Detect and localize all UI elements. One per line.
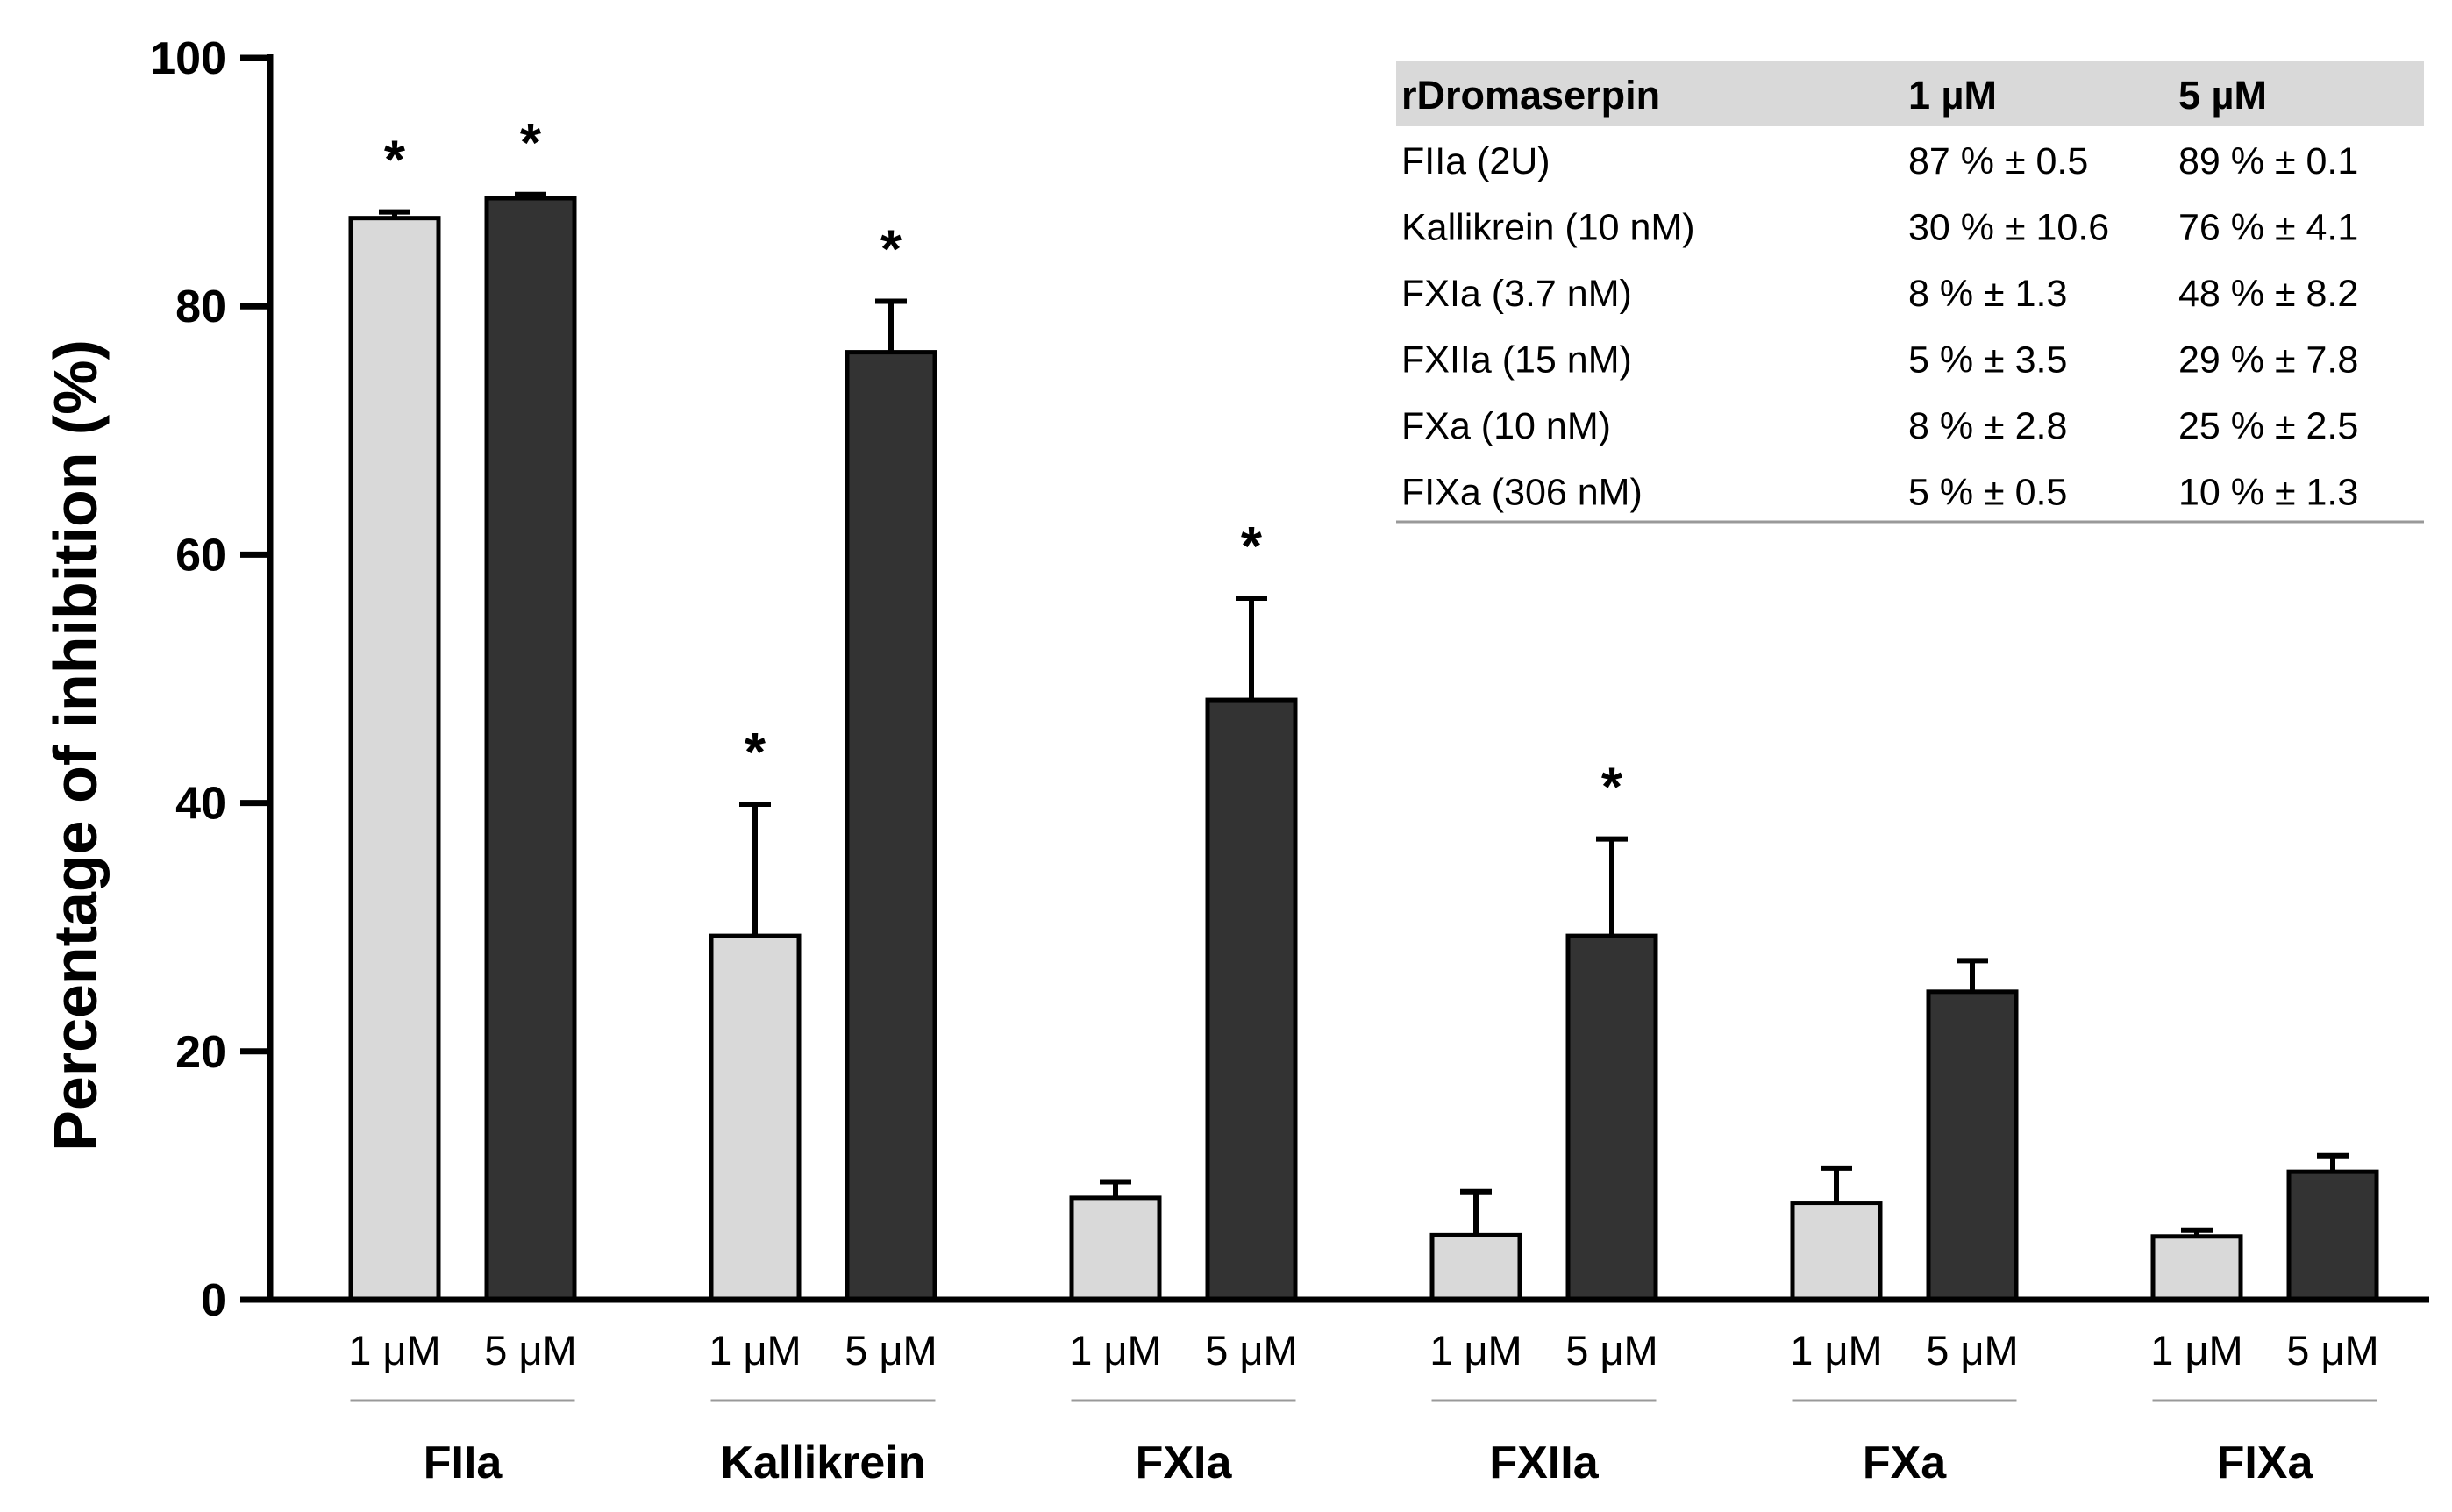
x-axis: 1 μM 5 μM FIIa 1 μM 5 μM Kallikrein 1 μM 5 μM FX… xyxy=(267,1296,2429,1488)
y-tick-label: 60 xyxy=(175,530,226,581)
table-cell: 30 % ± 10.6 xyxy=(1908,207,2109,249)
table-cell: Kallikrein (10 nM) xyxy=(1401,207,1695,249)
x-condition-label: 5 μM xyxy=(484,1327,576,1373)
x-condition-label: 5 μM xyxy=(2286,1327,2378,1373)
y-tick-label: 0 xyxy=(201,1275,226,1326)
x-condition-label: 1 μM xyxy=(1790,1327,1882,1373)
table-cell: FXIIa (15 nM) xyxy=(1401,339,1632,382)
bar xyxy=(484,196,577,1302)
y-tick-label: 40 xyxy=(175,779,226,830)
table-cell: 87 % ± 0.5 xyxy=(1908,140,2088,182)
table-cell: FIXa (306 nM) xyxy=(1401,472,1643,514)
x-condition-label: 1 μM xyxy=(1069,1327,1161,1373)
y-axis: 0 20 40 60 80 100 xyxy=(150,33,274,1326)
y-tick-label: 100 xyxy=(150,33,226,84)
significance-marker: * xyxy=(880,220,902,281)
table-cell: 25 % ± 2.5 xyxy=(2178,405,2358,447)
table-cell: FXa (10 nM) xyxy=(1401,405,1611,447)
table-cell: 8 % ± 2.8 xyxy=(1908,405,2067,447)
x-condition-label: 1 μM xyxy=(709,1327,801,1373)
bar xyxy=(2150,1234,2243,1302)
bar xyxy=(1069,1195,1162,1302)
bar xyxy=(845,350,937,1302)
x-condition-label: 5 μM xyxy=(1926,1327,2018,1373)
inset-table: rDromaserpin 1 µM 5 µM FIIa (2U) 87 % ± 0.5 8… xyxy=(1396,61,2424,524)
bar xyxy=(1565,933,1658,1302)
x-condition-label: 1 μM xyxy=(348,1327,440,1373)
table-cell: FIIa (2U) xyxy=(1401,140,1550,182)
table-cell: 76 % ± 4.1 xyxy=(2178,207,2358,249)
significance-marker: * xyxy=(1601,758,1623,818)
significance-marker: * xyxy=(1241,517,1263,577)
table-header-cell: rDromaserpin xyxy=(1401,73,1660,118)
table-cell: 48 % ± 8.2 xyxy=(2178,273,2358,315)
bar xyxy=(348,216,441,1302)
x-condition-label: 5 μM xyxy=(1565,1327,1657,1373)
table-cell: 29 % ± 7.8 xyxy=(2178,339,2358,382)
table-cell: 5 % ± 0.5 xyxy=(1908,472,2067,514)
x-group-label: FXIa xyxy=(1136,1437,1233,1488)
x-condition-label: 1 μM xyxy=(1429,1327,1522,1373)
x-group-label: FXa xyxy=(1863,1437,1947,1488)
table-header-row xyxy=(1396,61,2424,126)
y-tick-label: 20 xyxy=(175,1027,226,1078)
table-header-cell: 5 µM xyxy=(2178,73,2267,118)
significance-marker: * xyxy=(384,131,406,191)
x-condition-label: 5 μM xyxy=(845,1327,937,1373)
x-group-label: FXIIa xyxy=(1489,1437,1599,1488)
y-tick-label: 80 xyxy=(175,282,226,332)
significance-marker: * xyxy=(745,723,766,783)
table-cell: FXIa (3.7 nM) xyxy=(1401,273,1632,315)
bar xyxy=(2286,1169,2379,1302)
x-group-label: FIXa xyxy=(2217,1437,2314,1488)
y-axis-label: Percentage of inhibition (%) xyxy=(41,339,110,1152)
bar xyxy=(1926,989,2019,1302)
significance-marker: * xyxy=(520,113,542,174)
x-condition-label: 1 μM xyxy=(2150,1327,2242,1373)
x-condition-label: 5 μM xyxy=(1205,1327,1297,1373)
bar xyxy=(1790,1201,1883,1302)
table-cell: 10 % ± 1.3 xyxy=(2178,472,2358,514)
bar xyxy=(1429,1232,1522,1302)
table-header-cell: 1 µM xyxy=(1908,73,1997,118)
x-group-label: FIIa xyxy=(424,1437,503,1488)
table-cell: 8 % ± 1.3 xyxy=(1908,273,2067,315)
table-cell: 89 % ± 0.1 xyxy=(2178,140,2358,182)
bars: * * * * * * xyxy=(348,113,2379,1302)
bar xyxy=(1205,697,1298,1302)
x-group-label: Kallikrein xyxy=(720,1437,925,1488)
table-cell: 5 % ± 3.5 xyxy=(1908,339,2067,382)
bar xyxy=(709,933,802,1302)
